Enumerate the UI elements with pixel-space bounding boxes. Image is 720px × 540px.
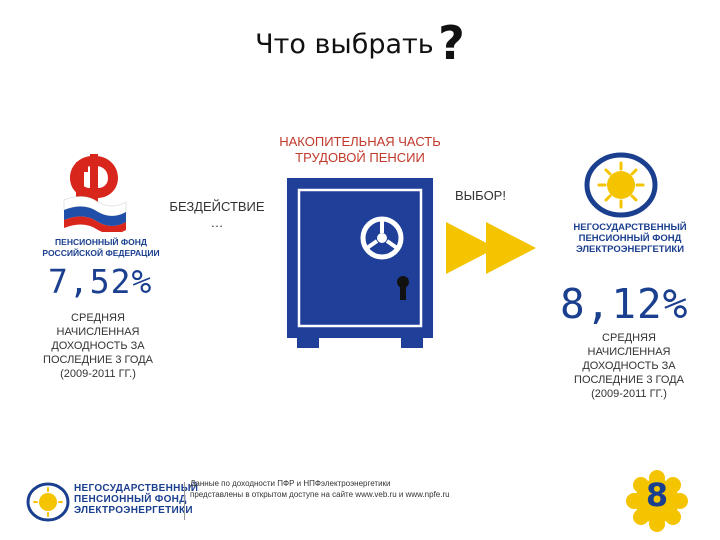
footer-caption-line: ЭЛЕКТРОЭНЕРГЕТИКИ — [74, 505, 193, 516]
pfr-logo-icon — [58, 152, 130, 232]
footer-divider — [184, 482, 185, 520]
footer-npf-logo-icon — [26, 482, 70, 522]
pfr-caption-line2: РОССИЙСКОЙ ФЕДЕРАЦИИ — [42, 248, 160, 258]
footer-note-line1: Данные по доходности ПФР и НПФэлектроэне… — [190, 479, 391, 488]
pfr-desc-line: (2009-2011 ГГ.) — [60, 368, 136, 380]
page-title-row: Что выбрать ? — [0, 16, 720, 70]
pfr-caption-line1: ПЕНСИОННЫЙ ФОНД — [55, 237, 147, 247]
npf-sun-logo-icon — [584, 152, 658, 218]
npf-caption-line: ЭЛЕКТРОЭНЕРГЕТИКИ — [575, 244, 685, 255]
safe-icon — [287, 178, 433, 348]
npf-caption-line: НЕГОСУДАРСТВЕННЫЙ — [573, 222, 687, 233]
pfr-desc-line: ДОХОДНОСТЬ ЗА — [51, 340, 145, 352]
footer-caption-line: ПЕНСИОННЫЙ ФОНД — [74, 494, 187, 505]
npf-percent: 8,12% — [560, 280, 689, 328]
pension-part-label: НАКОПИТЕЛЬНАЯ ЧАСТЬ ТРУДОВОЙ ПЕНСИИ — [240, 134, 480, 166]
npf-desc-line: ДОХОДНОСТЬ ЗА — [582, 360, 676, 372]
pension-part-label-line1: НАКОПИТЕЛЬНАЯ ЧАСТЬ — [279, 134, 441, 149]
inaction-label: БЕЗДЕЙСТВИЕ … — [158, 199, 276, 231]
npf-desc-line: СРЕДНЯЯ — [602, 332, 656, 344]
pfr-desc-line: НАЧИСЛЕННАЯ — [56, 326, 140, 338]
pfr-description: СРЕДНЯЯ НАЧИСЛЕННАЯ ДОХОДНОСТЬ ЗА ПОСЛЕД… — [28, 311, 168, 381]
page-title: Что выбрать — [255, 29, 434, 60]
pfr-desc-line: ПОСЛЕДНИЕ 3 ГОДА — [43, 354, 153, 366]
footer-org-caption: НЕГОСУДАРСТВЕННЫЙ ПЕНСИОННЫЙ ФОНД ЭЛЕКТР… — [74, 483, 198, 516]
pfr-percent: 7,52% — [48, 262, 153, 301]
pfr-caption: ПЕНСИОННЫЙ ФОНД РОССИЙСКОЙ ФЕДЕРАЦИИ — [36, 237, 166, 259]
double-arrow-icon — [446, 222, 536, 274]
npf-description: СРЕДНЯЯ НАЧИСЛЕННАЯ ДОХОДНОСТЬ ЗА ПОСЛЕД… — [562, 331, 696, 401]
page-badge-icon — [626, 470, 688, 532]
inaction-ellipsis: … — [210, 215, 224, 230]
pension-part-label-line2: ТРУДОВОЙ ПЕНСИИ — [295, 150, 425, 165]
npf-caption-line: ПЕНСИОННЫЙ ФОНД — [578, 233, 682, 244]
footer-note: Данные по доходности ПФР и НПФэлектроэне… — [190, 478, 520, 500]
choice-label: ВЫБОР! — [455, 188, 506, 203]
npf-desc-line: НАЧИСЛЕННАЯ — [587, 346, 671, 358]
footer-note-line2: представлены в открытом доступе на сайте… — [190, 490, 450, 499]
footer-caption-line: НЕГОСУДАРСТВЕННЫЙ — [74, 483, 199, 494]
pfr-desc-line: СРЕДНЯЯ — [71, 312, 125, 324]
page-number: 8 — [645, 476, 669, 514]
inaction-text: БЕЗДЕЙСТВИЕ — [169, 199, 265, 214]
question-mark: ? — [438, 16, 465, 70]
npf-caption: НЕГОСУДАРСТВЕННЫЙ ПЕНСИОННЫЙ ФОНД ЭЛЕКТР… — [560, 222, 700, 255]
npf-desc-line: ПОСЛЕДНИЕ 3 ГОДА — [574, 374, 684, 386]
npf-desc-line: (2009-2011 ГГ.) — [591, 388, 667, 400]
